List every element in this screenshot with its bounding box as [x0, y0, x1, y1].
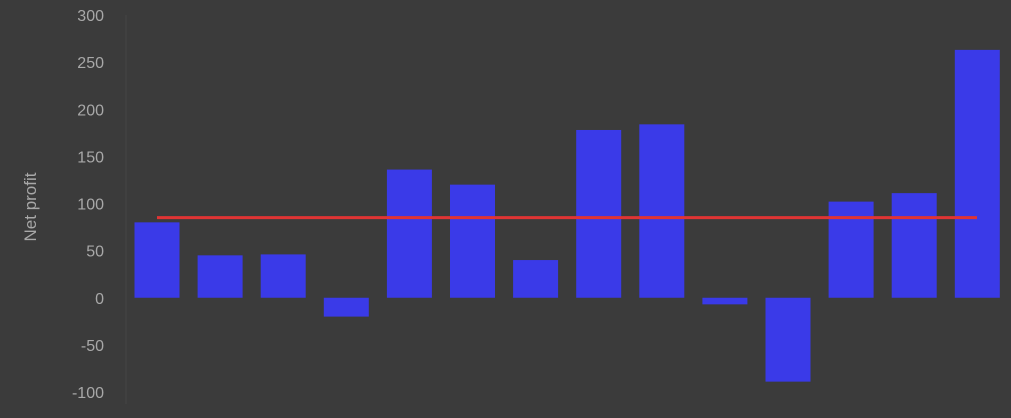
bar-1 — [134, 222, 180, 298]
y-tick-label: 150 — [77, 149, 104, 166]
y-tick-label: 250 — [77, 55, 104, 72]
bar-3 — [260, 254, 306, 298]
bar-4 — [323, 297, 369, 317]
y-tick-label: 50 — [86, 244, 104, 261]
bar-series — [134, 49, 1000, 382]
bar-10 — [702, 297, 748, 305]
bar-11 — [765, 297, 811, 382]
bar-7 — [513, 260, 559, 298]
bar-9 — [639, 124, 685, 298]
y-axis: 300 250 200 150 100 50 0 -50 -100 — [72, 8, 127, 404]
y-tick-label: 300 — [77, 8, 104, 25]
bar-12 — [828, 201, 874, 298]
bar-14 — [954, 49, 1000, 298]
y-axis-title: Net profit — [21, 172, 40, 241]
y-tick-label: -100 — [72, 385, 104, 402]
y-tick-label: -50 — [81, 338, 104, 355]
bar-8 — [576, 129, 622, 298]
bar-2 — [197, 255, 243, 298]
y-tick-label: 0 — [95, 291, 104, 308]
y-tick-label: 200 — [77, 102, 104, 119]
bar-5 — [386, 169, 432, 298]
bar-6 — [450, 184, 495, 298]
bar-13 — [891, 193, 937, 298]
y-tick-label: 100 — [77, 197, 104, 214]
